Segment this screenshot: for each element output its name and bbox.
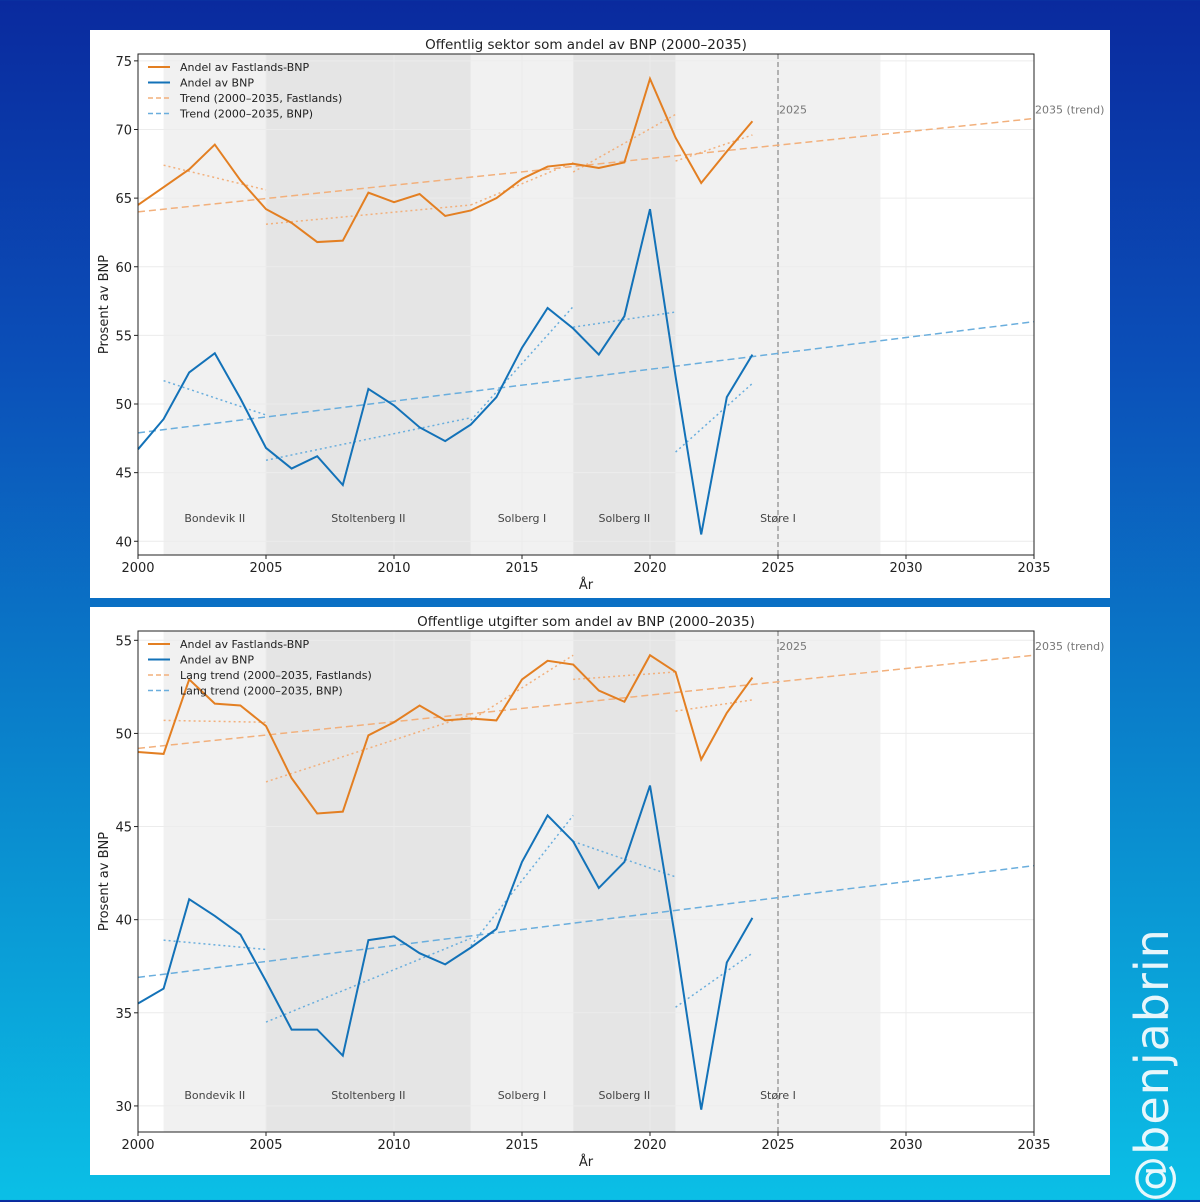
series-fastlands-line xyxy=(137,75,754,244)
watermark-text: @benjabrin xyxy=(1125,928,1179,1202)
period-trend-fastlands xyxy=(470,161,574,206)
period-label: Solberg II xyxy=(598,1089,650,1102)
long-trend-bnp-line xyxy=(137,320,1035,434)
legend-label: Lang trend (2000–2035, Fastlands) xyxy=(180,669,372,682)
x-tick-label: 2025 xyxy=(761,1138,794,1153)
x-tick-label: 2030 xyxy=(889,561,922,576)
plot-frame xyxy=(137,53,1035,556)
period-trend-fastlands xyxy=(470,654,574,722)
series-bnp-line xyxy=(137,208,754,535)
period-label: Bondevik II xyxy=(184,1089,245,1102)
x-tick-label: 2030 xyxy=(889,1138,922,1153)
long-trend-fastlands-line xyxy=(137,654,1035,750)
marker-2025-label: 2025 xyxy=(779,640,807,653)
x-tick-label: 2010 xyxy=(377,1138,410,1153)
x-axis-label: År xyxy=(579,577,594,593)
x-tick-label: 2035 xyxy=(1017,561,1050,576)
period-trend-bnp xyxy=(675,952,753,1008)
y-tick-label: 60 xyxy=(115,261,132,276)
legend: Andel av Fastlands-BNP Andel av BNP Trend … xyxy=(148,61,342,121)
period-label: Stoltenberg II xyxy=(331,1089,405,1102)
legend-label: Andel av Fastlands-BNP xyxy=(180,61,309,74)
x-tick-label: 2025 xyxy=(761,561,794,576)
marker-2025-label: 2025 xyxy=(779,104,807,117)
series-bnp-line xyxy=(137,785,754,1110)
x-axis-label: År xyxy=(579,1154,594,1170)
period-label: Bondevik II xyxy=(184,512,245,525)
period-trend-fastlands xyxy=(573,671,676,681)
period-trend-bnp xyxy=(470,306,574,421)
y-tick-label: 30 xyxy=(115,1100,132,1115)
y-tick-label: 45 xyxy=(115,467,132,482)
x-tick-label: 2010 xyxy=(377,561,410,576)
long-trend-bnp-line xyxy=(137,864,1035,979)
period-band xyxy=(266,631,471,1132)
legend-label: Andel av BNP xyxy=(180,654,254,667)
y-tick-label: 50 xyxy=(115,398,132,413)
legend-label: Trend (2000–2035, BNP) xyxy=(179,108,313,121)
period-band xyxy=(573,631,676,1132)
period-label: Solberg I xyxy=(498,512,547,525)
x-tick-label: 2020 xyxy=(633,1138,666,1153)
y-axis-label: Prosent av BNP xyxy=(97,255,112,354)
chart-title: Offentlige utgifter som andel av BNP (20… xyxy=(417,614,755,630)
legend-label: Andel av BNP xyxy=(180,77,254,90)
y-tick-label: 50 xyxy=(115,727,132,742)
x-tick-label: 2015 xyxy=(505,1138,538,1153)
period-band xyxy=(163,631,266,1132)
legend-label: Andel av Fastlands-BNP xyxy=(180,638,309,651)
x-tick-label: 2000 xyxy=(121,1138,154,1153)
legend-label: Trend (2000–2035, Fastlands) xyxy=(179,92,342,105)
plot-frame xyxy=(137,630,1035,1133)
long-trend-fastlands-line xyxy=(137,117,1035,213)
series-fastlands-line xyxy=(137,653,754,815)
top-chart-panel: Bondevik II Stoltenberg II Solberg I Solber… xyxy=(90,30,1110,598)
chart-title: Offentlig sektor som andel av BNP (2000–… xyxy=(425,37,747,53)
period-band xyxy=(573,54,676,555)
period-label: Stoltenberg II xyxy=(331,512,405,525)
x-tick-label: 2020 xyxy=(633,561,666,576)
y-tick-label: 65 xyxy=(115,192,132,207)
period-trend-fastlands xyxy=(265,714,472,783)
period-trend-bnp xyxy=(265,937,472,1023)
trend-end-label: 2035 (trend) xyxy=(1035,640,1104,653)
x-tick-label: 2015 xyxy=(505,561,538,576)
period-trend-fastlands xyxy=(675,134,753,162)
y-tick-label: 70 xyxy=(115,123,132,138)
y-axis-label: Prosent av BNP xyxy=(97,832,112,931)
period-trend-fastlands xyxy=(163,719,267,724)
y-tick-label: 55 xyxy=(115,634,132,649)
y-tick-label: 40 xyxy=(115,535,132,550)
period-trend-bnp xyxy=(163,939,267,951)
period-trend-bnp xyxy=(572,840,676,878)
trend-end-label: 2035 (trend) xyxy=(1035,104,1104,117)
top-chart: Bondevik II Stoltenberg II Solberg I Solber… xyxy=(97,37,1104,593)
bottom-chart: Bondevik II Stoltenberg II Solberg I Solber… xyxy=(97,614,1104,1170)
y-tick-label: 75 xyxy=(115,55,132,70)
x-tick-label: 2035 xyxy=(1017,1138,1050,1153)
y-tick-label: 45 xyxy=(115,821,132,836)
legend-label: Lang trend (2000–2035, BNP) xyxy=(180,685,343,698)
x-tick-label: 2005 xyxy=(249,561,282,576)
period-trend-bnp xyxy=(675,382,753,453)
period-label: Solberg I xyxy=(498,1089,547,1102)
y-tick-label: 35 xyxy=(115,1007,132,1022)
period-band xyxy=(163,54,266,555)
period-trend-bnp xyxy=(573,311,676,328)
legend: Andel av Fastlands-BNP Andel av BNP Lang t… xyxy=(148,638,372,698)
x-tick-label: 2005 xyxy=(249,1138,282,1153)
bottom-chart-panel: Bondevik II Stoltenberg II Solberg I Solber… xyxy=(90,607,1110,1175)
period-band xyxy=(266,54,471,555)
y-tick-label: 55 xyxy=(115,329,132,344)
x-tick-label: 2000 xyxy=(121,561,154,576)
period-label: Solberg II xyxy=(598,512,650,525)
y-tick-label: 40 xyxy=(115,914,132,929)
